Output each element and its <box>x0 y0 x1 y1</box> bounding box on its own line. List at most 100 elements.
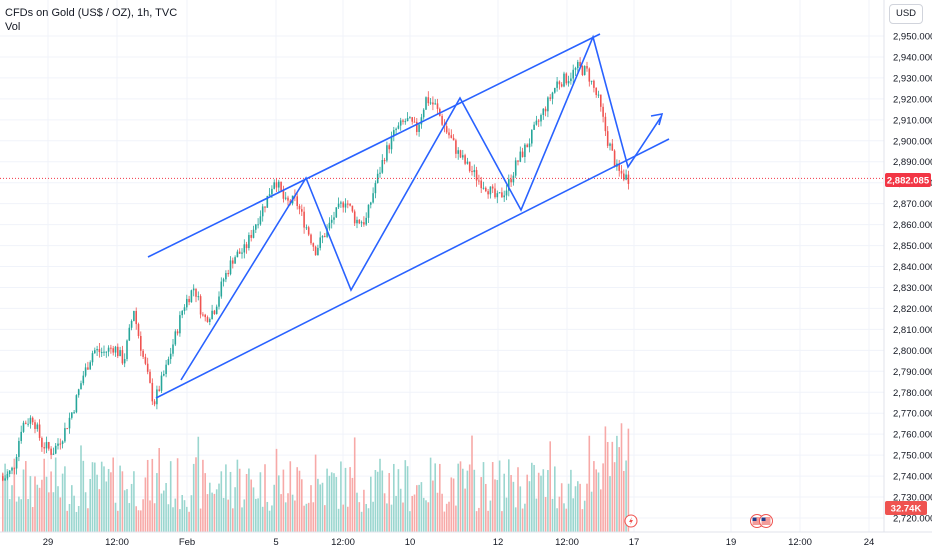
volume-bar <box>501 511 503 532</box>
candle-body <box>248 235 250 249</box>
candle-body <box>452 137 455 141</box>
volume-bar <box>38 487 41 532</box>
channel-upper-line[interactable] <box>147 33 601 258</box>
volume-bar <box>533 464 535 532</box>
candle-body <box>142 350 144 357</box>
volume-bar <box>22 469 25 532</box>
candle-body <box>595 87 597 95</box>
volume-bar <box>606 441 609 532</box>
candle-body <box>436 103 439 109</box>
volume-bar <box>342 504 344 532</box>
volume-bar <box>121 471 124 532</box>
candle-body <box>301 209 303 212</box>
candle-body <box>238 251 241 254</box>
candle-body <box>264 206 266 208</box>
candle-body <box>333 217 335 220</box>
volume-bar <box>374 470 377 532</box>
candle-body <box>257 224 259 226</box>
volume-bar <box>50 471 52 532</box>
candle-body <box>457 150 459 154</box>
price-tick-label: 2,930.000 <box>893 73 932 84</box>
candle-body <box>312 243 315 247</box>
candle-body <box>84 367 87 376</box>
candle-body <box>590 80 593 82</box>
candle-body <box>13 467 16 469</box>
candle-body <box>367 204 370 218</box>
candle-body <box>75 395 78 413</box>
volume-bar <box>324 505 326 532</box>
volume-bar <box>473 469 476 532</box>
candle-body <box>215 306 218 315</box>
price-tick-label: 2,860.000 <box>893 220 932 231</box>
candle-body <box>73 412 75 414</box>
volume-bar <box>188 511 190 532</box>
volume-bar <box>128 503 131 532</box>
candle-body <box>508 179 510 191</box>
us-flag-icon[interactable] <box>759 514 773 528</box>
candle-body <box>234 257 236 264</box>
volume-bar <box>337 508 340 532</box>
candle-body <box>197 296 200 298</box>
volume-bar <box>96 474 98 532</box>
volume-bar <box>160 493 163 532</box>
currency-button[interactable]: USD <box>889 4 923 24</box>
time-axis[interactable]: 29 12:00 Feb 5 12:00 10 12 12:00 17 19 12:00 24 <box>0 531 932 548</box>
candle-body <box>45 442 48 449</box>
volume-bar <box>245 474 248 532</box>
candle-body <box>195 288 197 297</box>
arrowhead <box>650 112 664 126</box>
time-tick-label: 12:00 <box>331 537 355 548</box>
candle-body <box>225 273 227 280</box>
volume-bar <box>328 475 331 532</box>
candle-body <box>487 191 489 195</box>
volume-bar <box>41 479 43 532</box>
candle-body <box>64 428 66 442</box>
volume-bar <box>436 492 439 532</box>
volume-bar <box>48 492 50 532</box>
price-tick-label: 2,870.000 <box>893 199 932 210</box>
candle-body <box>29 417 32 424</box>
candle-body <box>121 350 124 364</box>
candle-body <box>188 298 190 303</box>
volume-bar <box>581 509 584 532</box>
time-tick-label: 29 <box>43 537 54 548</box>
price-tick-label: 2,740.000 <box>893 472 932 483</box>
volume-bar <box>151 458 154 532</box>
volume-bar <box>416 485 418 532</box>
volume-bar <box>526 474 528 532</box>
channel-lower-line[interactable] <box>155 138 670 399</box>
volume-bar <box>549 441 551 532</box>
candle-body <box>360 222 363 224</box>
zigzag-path[interactable] <box>180 34 662 381</box>
candle-body <box>133 310 135 321</box>
volume-bar <box>6 469 9 532</box>
volume-bar <box>227 499 229 532</box>
volume-bar <box>137 510 140 532</box>
price-tick-label: 2,820.000 <box>893 304 932 315</box>
volume-bar <box>218 483 220 532</box>
symbol-title[interactable]: CFDs on Gold (US$ / OZ), 1h, TVC <box>5 7 178 19</box>
candle-body <box>406 118 409 122</box>
volume-bar <box>340 461 342 532</box>
lightning-icon[interactable] <box>624 514 638 528</box>
candle-body <box>429 102 432 104</box>
candle-body <box>303 211 305 228</box>
volume-indicator-label[interactable]: Vol <box>5 21 21 33</box>
candle-body <box>176 331 179 334</box>
volume-bar <box>425 500 427 532</box>
price-axis[interactable]: 2,720.000 2,730.000 2,740.000 2,750.000 2,76… <box>883 0 932 532</box>
candle-body <box>363 222 365 225</box>
candle-body <box>344 203 347 208</box>
volume-bar <box>314 454 317 532</box>
candle-body <box>183 307 186 311</box>
volume-bar <box>409 511 411 532</box>
candle-body <box>602 106 604 117</box>
volume-bar <box>252 487 255 532</box>
volume-bar <box>335 476 338 532</box>
volume-bar <box>52 492 55 532</box>
candle-body <box>535 120 538 125</box>
volume-bar <box>489 500 492 532</box>
trend-drawings[interactable] <box>147 33 670 399</box>
volume-bar <box>197 436 200 532</box>
